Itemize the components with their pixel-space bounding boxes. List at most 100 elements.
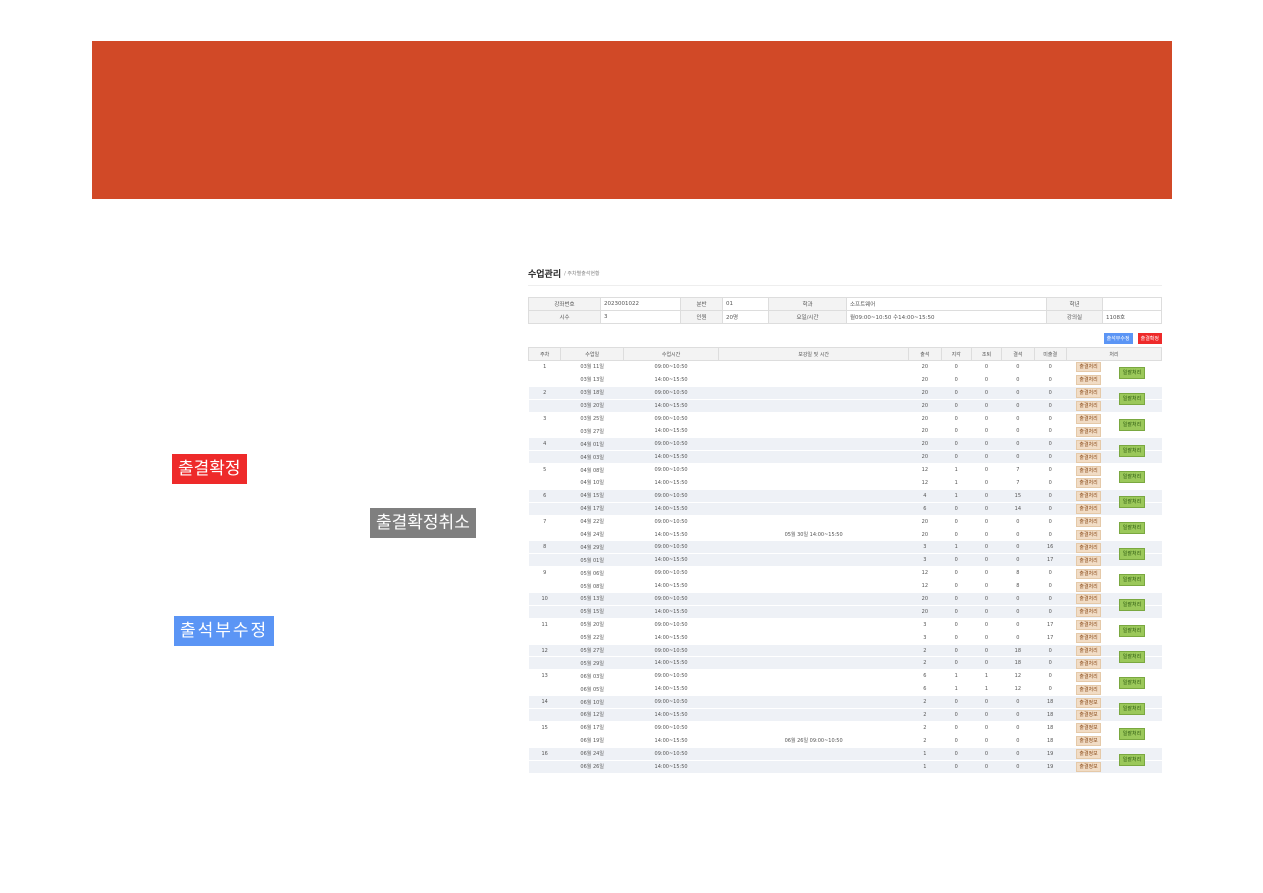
bulk-process-button[interactable]: 일괄처리 [1118, 754, 1146, 767]
late-count: 0 [941, 760, 972, 774]
week-number [528, 399, 561, 413]
confirm-attendance-label: 출결확정 [172, 454, 247, 484]
early-leave-count: 0 [971, 412, 1002, 426]
process-button[interactable]: 출결처리 [1076, 671, 1101, 682]
process-button[interactable]: 출결정보 [1076, 723, 1101, 734]
week-number: 4 [528, 437, 561, 452]
class-date: 05월 27일 [560, 644, 624, 658]
bulk-process-button[interactable]: 일괄처리 [1118, 599, 1146, 612]
process-button[interactable]: 출결처리 [1076, 452, 1101, 463]
bulk-process-button[interactable]: 일괄처리 [1118, 547, 1146, 560]
bulk-process-button[interactable]: 일괄처리 [1118, 728, 1146, 741]
present-count: 12 [908, 579, 942, 594]
process-button[interactable]: 출결처리 [1076, 555, 1101, 566]
absent-count: 0 [1001, 515, 1035, 529]
bulk-process-button[interactable]: 일괄처리 [1118, 367, 1146, 380]
bulk-process-button[interactable]: 일괄처리 [1118, 444, 1146, 457]
process-button[interactable]: 출결정보 [1076, 710, 1101, 721]
table-row: 06월 19일 14:00~15:50 06월 26일 09:00~10:50 2 0 0… [528, 734, 1162, 748]
table-row: 05월 22일 14:00~15:50 3 0 0 0 17 출결처리 [528, 631, 1162, 645]
bulk-process-button[interactable]: 일괄처리 [1118, 573, 1146, 586]
early-leave-count: 0 [971, 747, 1002, 761]
early-leave-count: 0 [971, 424, 1002, 439]
column-header: 수업일 [560, 347, 625, 361]
week-number: 7 [528, 515, 561, 529]
process-button[interactable]: 출결처리 [1076, 439, 1101, 450]
process-button[interactable]: 출결처리 [1076, 542, 1101, 553]
bulk-process-button[interactable]: 일괄처리 [1118, 625, 1146, 638]
process-button[interactable]: 출결처리 [1076, 633, 1101, 644]
bulk-process-button[interactable]: 일괄처리 [1118, 496, 1146, 509]
week-number: 11 [528, 618, 561, 632]
bulk-process-button[interactable]: 일괄처리 [1118, 651, 1146, 664]
process-button[interactable]: 출결처리 [1076, 414, 1101, 424]
class-time: 14:00~15:50 [623, 656, 719, 671]
table-row: 10 05월 13일 09:00~10:50 20 0 0 0 0 출결처리일괄처리 [528, 592, 1162, 612]
bulk-process-button[interactable]: 일괄처리 [1118, 522, 1146, 535]
process-button[interactable]: 출결처리 [1076, 607, 1101, 618]
class-date: 03월 27일 [560, 424, 624, 439]
process-button[interactable]: 출결처리 [1076, 478, 1101, 489]
process-button[interactable]: 출결처리 [1076, 388, 1101, 399]
process-button[interactable]: 출결처리 [1076, 568, 1101, 579]
present-count: 3 [908, 631, 942, 645]
unrecorded-count: 0 [1034, 682, 1067, 697]
column-header: 출석 [908, 347, 942, 361]
process-cell: 출결처리 일괄처리 [1066, 437, 1162, 457]
makeup-date [718, 424, 909, 439]
class-time: 09:00~10:50 [623, 695, 719, 710]
present-count: 20 [908, 412, 942, 426]
bulk-process-button[interactable]: 일괄처리 [1118, 676, 1146, 689]
process-button[interactable]: 출결처리 [1076, 426, 1101, 437]
time-value: 월09:00~10:50 수14:00~15:50 [846, 310, 1047, 324]
absent-count: 14 [1001, 502, 1035, 516]
process-button[interactable]: 출결처리 [1076, 491, 1101, 502]
process-button[interactable]: 출결정보 [1076, 762, 1101, 773]
early-leave-count: 0 [971, 540, 1002, 555]
process-button[interactable]: 출결처리 [1076, 517, 1101, 528]
process-button[interactable]: 출결처리 [1076, 465, 1101, 476]
absent-count: 0 [1001, 399, 1035, 413]
class-time: 09:00~10:50 [623, 592, 719, 606]
process-button[interactable]: 출결처리 [1076, 504, 1101, 515]
process-button[interactable]: 출결처리 [1076, 594, 1101, 605]
process-button[interactable]: 출결처리 [1076, 684, 1101, 695]
process-button[interactable]: 출결처리 [1076, 375, 1101, 386]
class-time: 09:00~10:50 [623, 386, 719, 400]
process-button[interactable]: 출결정보 [1076, 736, 1101, 747]
edit-attendance-button[interactable]: 출석부수정 [1103, 333, 1133, 344]
late-count: 0 [941, 360, 972, 374]
table-row: 15 06월 17일 09:00~10:50 2 0 0 0 18 출결정보일괄처리 [528, 721, 1162, 741]
unrecorded-count: 0 [1034, 669, 1067, 684]
process-button[interactable]: 출결처리 [1076, 620, 1101, 631]
bulk-process-button[interactable]: 일괄처리 [1118, 470, 1146, 483]
class-time: 09:00~10:50 [623, 412, 719, 426]
early-leave-count: 0 [971, 656, 1002, 671]
absent-count: 18 [1001, 644, 1035, 658]
process-button[interactable]: 출결처리 [1076, 362, 1101, 373]
week-number: 9 [528, 566, 561, 581]
process-button[interactable]: 출결정보 [1076, 749, 1101, 760]
bulk-process-button[interactable]: 일괄처리 [1118, 419, 1146, 431]
week-number: 8 [528, 540, 561, 555]
class-time: 14:00~15:50 [623, 708, 719, 722]
bulk-process-button[interactable]: 일괄처리 [1118, 702, 1146, 715]
process-button[interactable]: 출결정보 [1076, 697, 1101, 708]
page-header: 수업관리 / 주차별출석현황 [528, 262, 1162, 286]
column-header: 처리 [1065, 347, 1163, 361]
column-header: 결석 [1001, 347, 1035, 361]
process-button[interactable]: 출결처리 [1076, 530, 1101, 541]
bulk-process-button[interactable]: 일괄처리 [1118, 393, 1146, 406]
process-button[interactable]: 출결처리 [1076, 581, 1101, 592]
process-button[interactable]: 출결처리 [1076, 646, 1101, 657]
absent-count: 0 [1001, 424, 1035, 439]
early-leave-count: 0 [971, 489, 1002, 503]
late-count: 0 [941, 656, 972, 671]
process-button[interactable]: 출결처리 [1076, 658, 1101, 669]
present-count: 20 [908, 450, 942, 465]
process-button[interactable]: 출결처리 [1076, 401, 1101, 412]
unrecorded-count: 0 [1034, 450, 1067, 465]
class-time: 14:00~15:50 [623, 553, 719, 568]
unrecorded-count: 18 [1034, 734, 1067, 748]
confirm-attendance-button[interactable]: 출결확정 [1137, 333, 1162, 344]
